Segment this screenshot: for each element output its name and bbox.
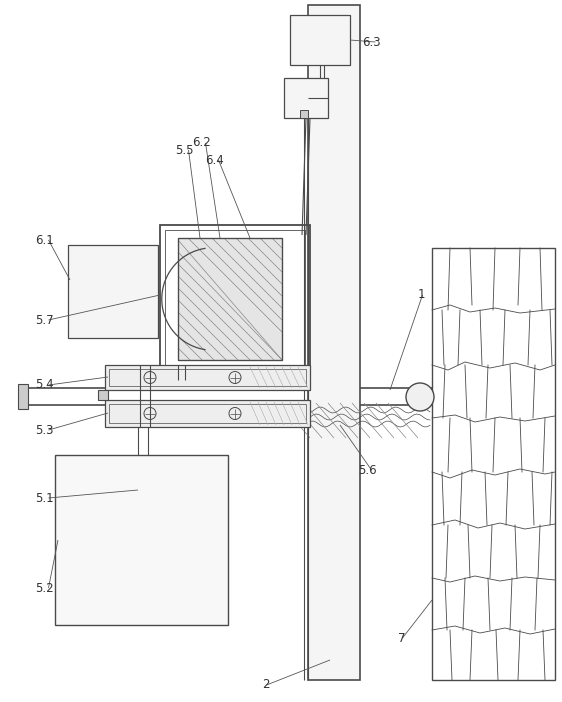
Bar: [300, 110, 308, 118]
Text: 5.5: 5.5: [175, 143, 193, 157]
Text: 5.6: 5.6: [358, 463, 377, 477]
Text: 5.7: 5.7: [35, 314, 53, 326]
Text: 2: 2: [262, 679, 270, 691]
Bar: [109, 369, 306, 386]
Bar: [178, 238, 282, 360]
Bar: [105, 400, 310, 427]
Text: 6.4: 6.4: [205, 154, 224, 166]
Bar: [165, 230, 305, 375]
Bar: [284, 78, 328, 118]
Text: 5.3: 5.3: [35, 423, 53, 437]
Text: 6.2: 6.2: [192, 136, 211, 150]
Bar: [109, 404, 306, 423]
Bar: [105, 365, 310, 390]
Bar: [55, 455, 228, 625]
Bar: [18, 384, 28, 409]
Text: 1: 1: [418, 289, 425, 301]
Text: 5.2: 5.2: [35, 581, 53, 595]
Text: 5.1: 5.1: [35, 491, 53, 505]
Bar: [290, 15, 350, 65]
Bar: [160, 225, 310, 380]
Bar: [68, 245, 158, 338]
Text: 6.1: 6.1: [35, 234, 54, 246]
Bar: [308, 5, 360, 680]
Circle shape: [406, 383, 434, 411]
Text: 5.4: 5.4: [35, 378, 53, 392]
Text: 6.3: 6.3: [362, 36, 380, 48]
Text: 7: 7: [398, 632, 406, 644]
Bar: [98, 390, 108, 400]
Bar: [432, 248, 555, 680]
Bar: [178, 238, 282, 360]
